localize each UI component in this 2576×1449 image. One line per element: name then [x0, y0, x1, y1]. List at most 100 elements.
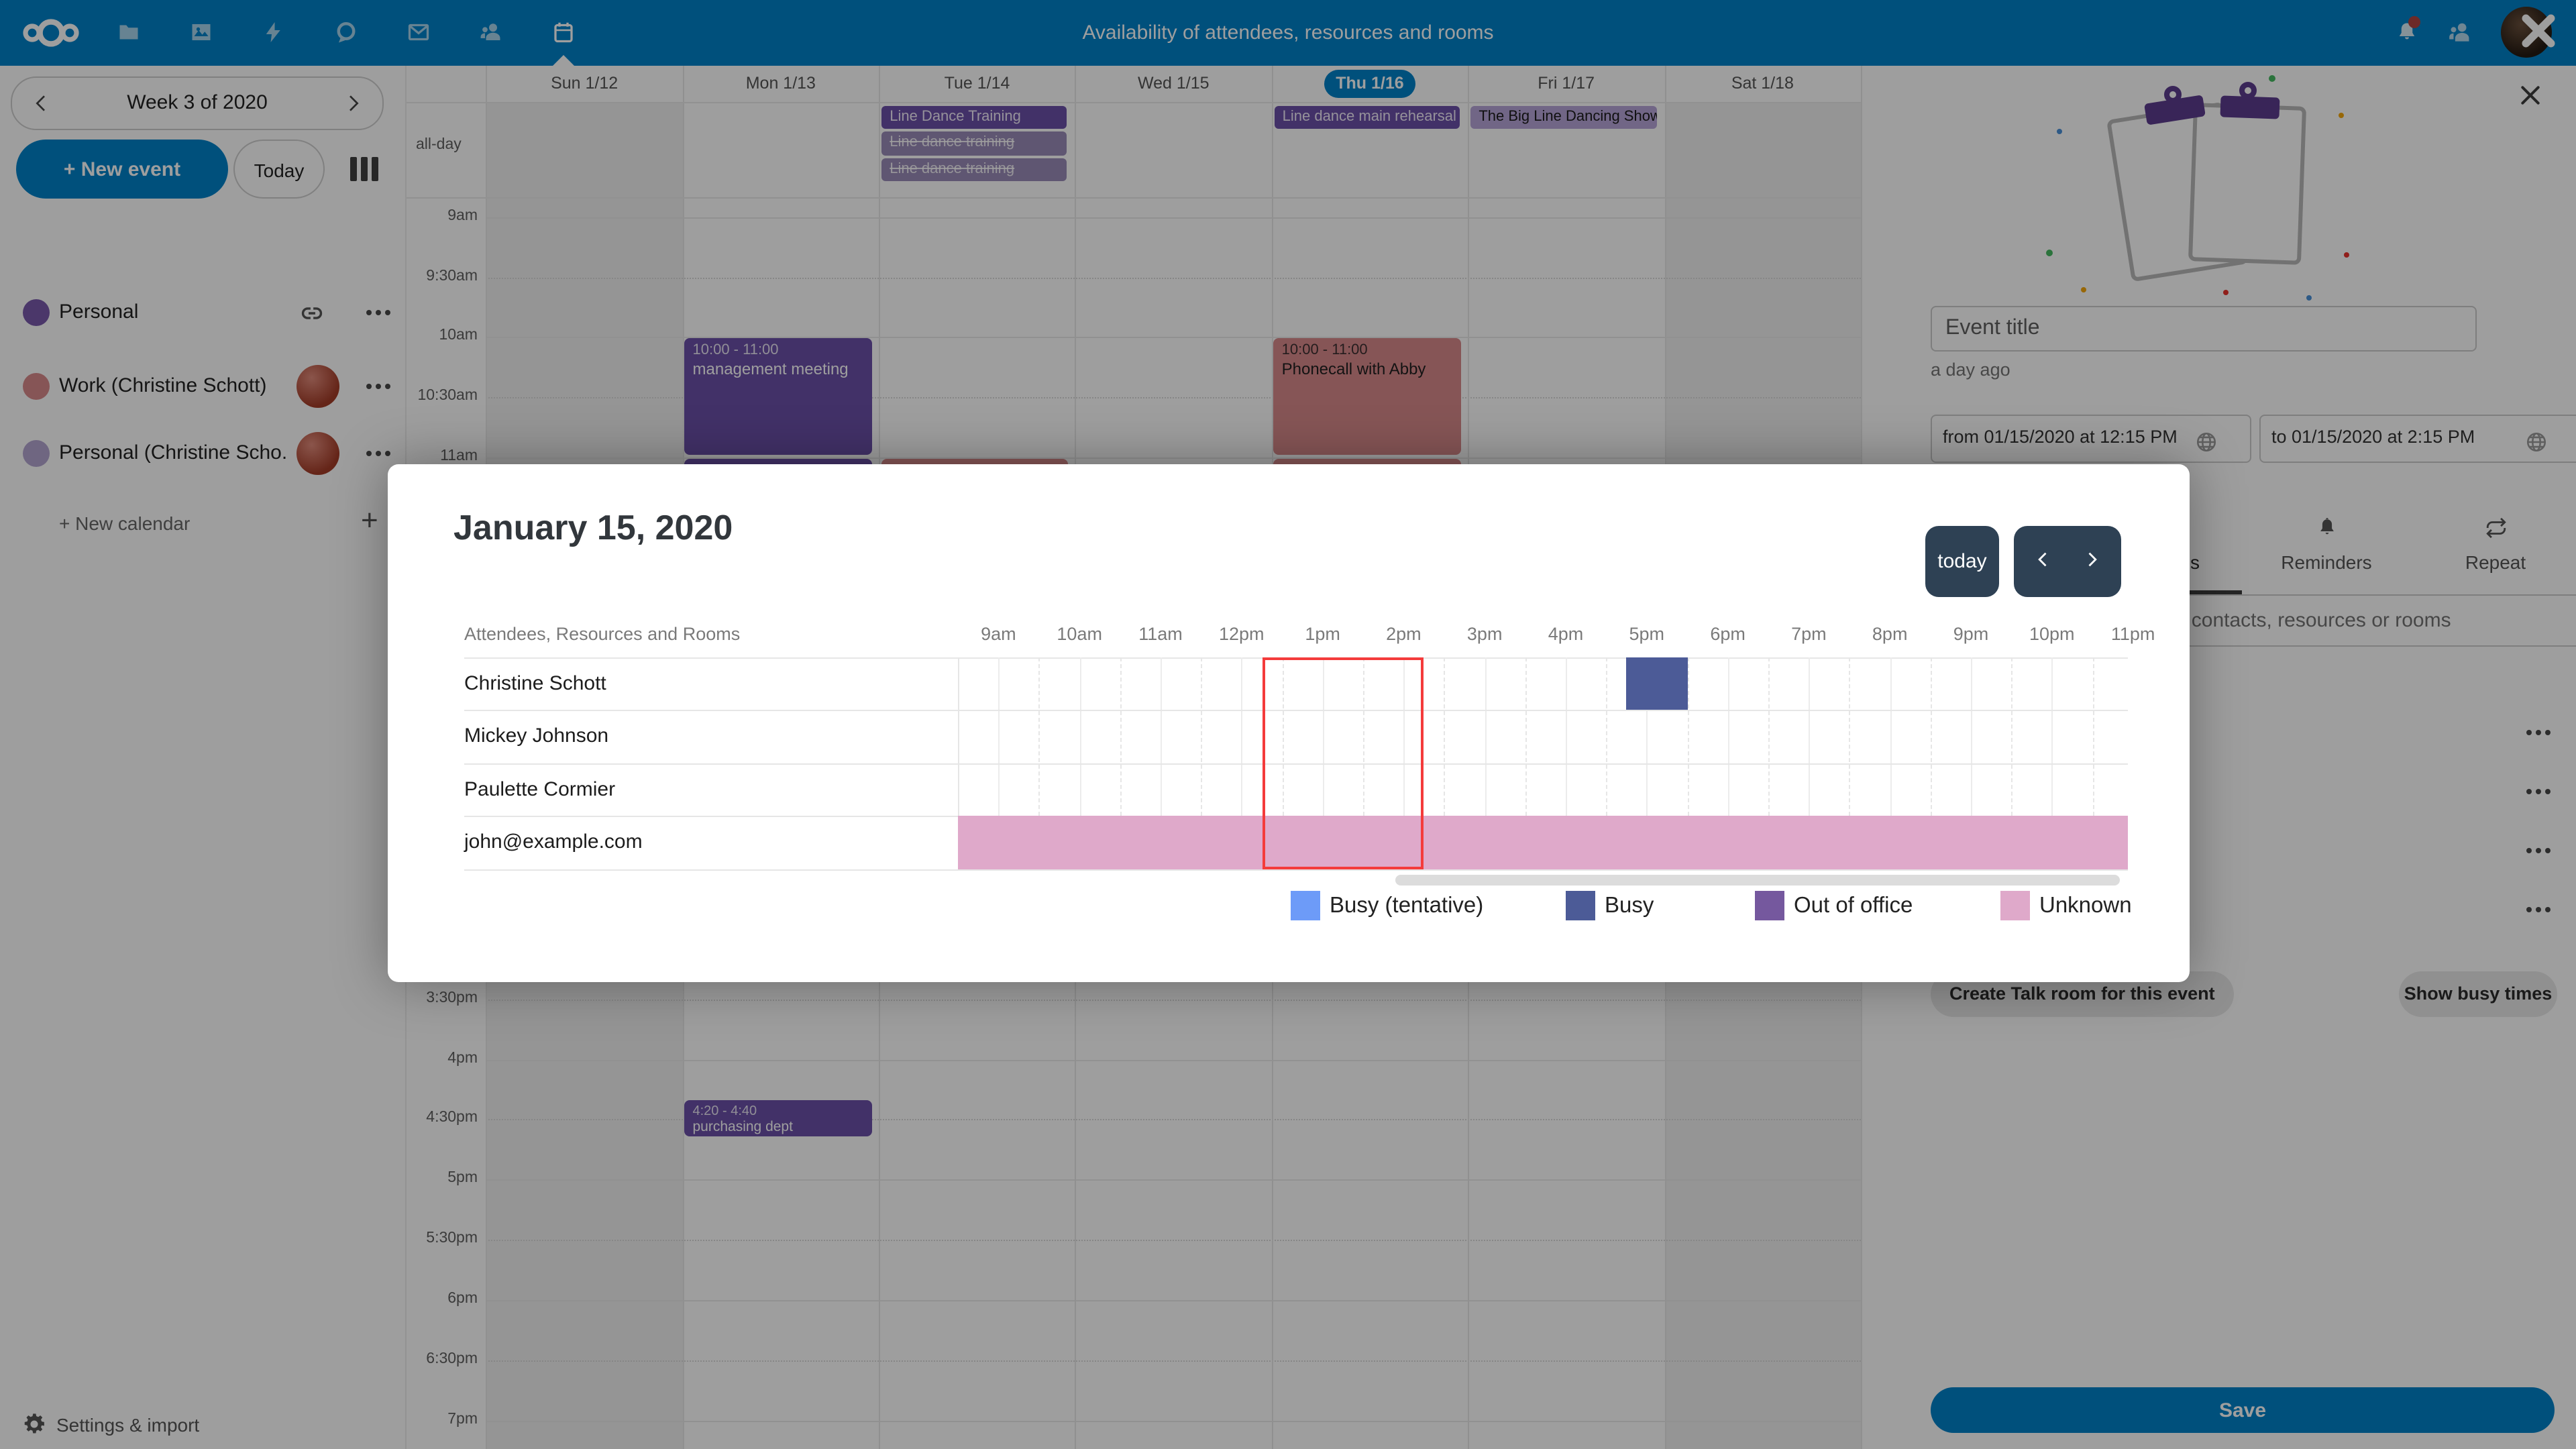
talk-app-icon[interactable]	[334, 20, 358, 44]
save-button[interactable]: Save	[1931, 1387, 2555, 1433]
allday-event[interactable]: The Big Line Dancing Show	[1470, 105, 1657, 129]
files-app-icon[interactable]	[117, 20, 141, 44]
time-label: 10am	[439, 327, 478, 344]
owner-avatar	[297, 365, 339, 408]
grid-hour-line	[486, 277, 1861, 279]
axis-time-label: 9pm	[1953, 624, 1989, 644]
day-header[interactable]: Mon 1/13	[745, 74, 816, 93]
day-header[interactable]: Thu 1/16	[1272, 66, 1468, 102]
allday-event[interactable]: Line dance main rehearsal	[1274, 105, 1460, 129]
time-label: 11am	[440, 448, 478, 465]
grid-hour-line	[486, 1360, 1861, 1362]
grid-hour-line	[486, 1300, 1861, 1301]
attendee-row	[1931, 762, 2557, 821]
activity-app-icon[interactable]	[262, 20, 286, 44]
attendee-actions-menu-icon[interactable]	[2520, 724, 2557, 741]
photos-app-icon[interactable]	[189, 20, 213, 44]
tab-repeat[interactable]: Repeat	[2411, 517, 2576, 589]
day-header[interactable]: Wed 1/15	[1138, 74, 1210, 93]
clipboard-clip-ring	[2164, 86, 2182, 103]
previous-day-icon[interactable]	[2034, 552, 2057, 573]
calendar-actions-menu-icon[interactable]	[360, 384, 397, 389]
legend-swatch	[2000, 891, 2030, 920]
day-header[interactable]: Tue 1/14	[944, 74, 1010, 93]
axis-time-label: 9am	[981, 624, 1016, 644]
calendar-app-icon[interactable]	[551, 20, 576, 44]
legend-label: Unknown	[2039, 894, 2132, 918]
horizontal-scrollbar-thumb[interactable]	[1395, 875, 2120, 885]
confetti-dot	[2081, 287, 2086, 292]
attendee-actions-menu-icon[interactable]	[2520, 784, 2557, 800]
close-sidebar-icon[interactable]	[2517, 82, 2544, 109]
contacts-app-icon[interactable]	[479, 20, 503, 44]
timezone-globe-icon[interactable]	[2195, 427, 2218, 452]
time-label: 6pm	[447, 1291, 478, 1307]
avatar-close-x-icon[interactable]	[2520, 12, 2557, 50]
legend-swatch	[1291, 891, 1320, 920]
axis-time-label: 10am	[1057, 624, 1102, 644]
new-event-button[interactable]: + New event	[16, 140, 228, 199]
day-header[interactable]: Fri 1/17	[1538, 74, 1595, 93]
timezone-globe-icon[interactable]	[2525, 427, 2548, 452]
confetti-dot	[2306, 295, 2312, 301]
header-separator	[405, 102, 1862, 103]
next-day-icon[interactable]	[2082, 552, 2101, 573]
from-datetime-value: from 01/15/2020 at 12:15 PM	[1943, 427, 2178, 447]
calendar-color-dot[interactable]	[23, 373, 50, 400]
tab-label: Reminders	[2281, 551, 2372, 573]
page-title: Availability of attendees, resources and…	[1082, 21, 1494, 44]
timeline-row-separator	[958, 763, 2128, 765]
tab-reminders[interactable]: Reminders	[2242, 517, 2411, 589]
attendee-actions-menu-icon[interactable]	[2520, 902, 2557, 918]
availability-timeline[interactable]	[958, 657, 2128, 869]
mail-app-icon[interactable]	[407, 20, 431, 44]
confetti-dot	[2269, 75, 2275, 82]
event-title-input[interactable]	[1931, 306, 2477, 352]
axis-time-label: 11pm	[2110, 624, 2155, 644]
allday-event[interactable]: Line Dance Training	[881, 105, 1067, 129]
nextcloud-logo-icon[interactable]	[21, 15, 80, 58]
allday-event[interactable]: Line dance training	[881, 131, 1067, 155]
new-calendar-plus-icon[interactable]: +	[361, 503, 378, 537]
calendar-event[interactable]: 4:20 - 4:40 purchasing dept	[684, 1100, 872, 1137]
from-datetime-field[interactable]: from 01/15/2020 at 12:15 PM	[1931, 415, 2251, 463]
grid-hour-line	[486, 397, 1861, 399]
attendee-actions-menu-icon[interactable]	[2520, 843, 2557, 859]
selected-timespan-rectangle[interactable]	[1262, 657, 1424, 869]
previous-week-icon[interactable]	[31, 93, 52, 114]
modal-today-button[interactable]: today	[1925, 526, 1999, 597]
calendar-list-item[interactable]: Work (Christine Schott)	[0, 357, 405, 416]
show-busy-times-button[interactable]: Show busy times	[2399, 971, 2557, 1017]
calendar-color-dot[interactable]	[23, 299, 50, 326]
new-calendar-button[interactable]: + New calendar	[59, 513, 191, 534]
calendar-list-item[interactable]: Personal	[0, 283, 405, 342]
settings-label: Settings & import	[56, 1414, 200, 1436]
calendar-event[interactable]: 10:00 - 11:00 management meeting	[684, 338, 872, 455]
today-button[interactable]: Today	[233, 140, 325, 199]
calendar-event[interactable]: 10:00 - 11:00 Phonecall with Abby	[1273, 338, 1461, 455]
settings-import-button[interactable]: Settings & import	[21, 1411, 397, 1444]
day-header[interactable]: Sat 1/18	[1731, 74, 1794, 93]
time-label: 5pm	[447, 1170, 478, 1187]
calendar-actions-menu-icon[interactable]	[360, 451, 397, 456]
grid-hour-line	[486, 1420, 1861, 1422]
event-title: management meeting	[692, 360, 849, 379]
grid-hour-line	[486, 337, 1861, 339]
day-header[interactable]: Sun 1/12	[551, 74, 619, 93]
calendar-list-item[interactable]: Personal (Christine Scho...)	[0, 424, 405, 483]
time-label: 4:30pm	[426, 1110, 478, 1126]
contacts-menu-icon[interactable]	[2447, 20, 2473, 46]
calendar-actions-menu-icon[interactable]	[360, 310, 397, 315]
notifications-bell-icon[interactable]	[2395, 16, 2420, 44]
week-view-toggle-icon[interactable]	[350, 157, 378, 181]
share-link-icon[interactable]	[301, 302, 323, 325]
attendee-name: Christine Schott	[464, 672, 606, 695]
to-datetime-field[interactable]: to 01/15/2020 at 2:15 PM	[2259, 415, 2576, 463]
calendar-color-dot[interactable]	[23, 440, 50, 467]
grid-hour-line	[486, 1240, 1861, 1242]
week-label: Week 3 of 2020	[127, 91, 268, 114]
next-week-icon[interactable]	[342, 93, 364, 114]
allday-event[interactable]: Line dance training	[881, 158, 1067, 181]
week-switcher[interactable]: Week 3 of 2020	[11, 76, 384, 130]
